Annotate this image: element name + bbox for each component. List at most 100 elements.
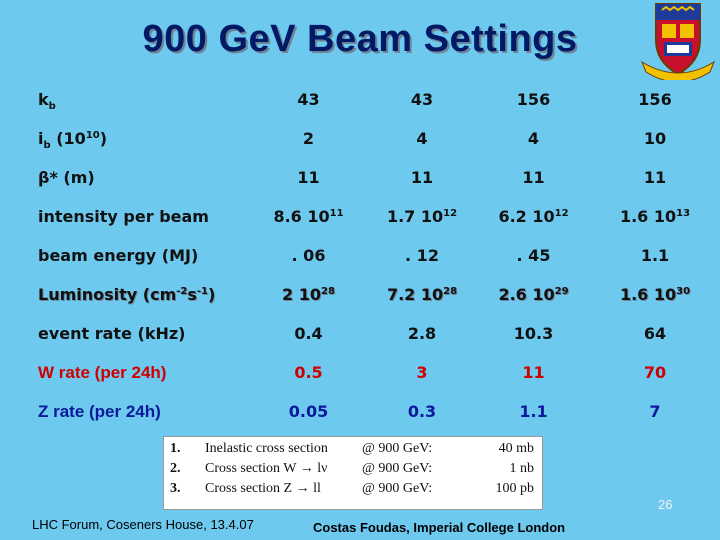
energy-label: @ 900 GeV:	[362, 441, 433, 456]
table-cell: 1.1	[640, 246, 670, 265]
cross-section-row: 2. Cross section W → lν @ 900 GeV: 1 nb	[164, 461, 542, 479]
table-cell: 1.1	[519, 402, 548, 421]
table-cell: 11	[522, 168, 545, 187]
cross-section-row: 3. Cross section Z → ll @ 900 GeV: 100 pb	[164, 481, 542, 499]
table-cell: 0.5	[294, 363, 323, 382]
row-label: intensity per beam	[0, 197, 250, 236]
row-label: Luminosity (cm-2s-1)	[0, 275, 250, 314]
page-number: 26	[658, 497, 673, 512]
row-label: W rate (per 24h)	[0, 353, 250, 392]
table-cell: 0.4	[294, 324, 323, 343]
table-cell: . 45	[516, 246, 551, 265]
process-name: Cross section W → lν	[205, 461, 328, 476]
label-part: W rate (per 24h)	[38, 362, 167, 382]
table-cell: 0.05	[288, 402, 329, 421]
label-part: k	[38, 90, 49, 109]
row-label: beam energy (MJ)	[0, 236, 250, 275]
cell-exponent: 30	[676, 286, 691, 297]
table-cell: 1.7 1012	[367, 197, 477, 236]
footer-event: LHC Forum, Coseners House, 13.4.07	[32, 517, 254, 532]
table-cell: 8.6 1011	[250, 197, 367, 236]
table-cell: 3	[416, 363, 428, 382]
table-cell: 11	[643, 168, 667, 187]
process-name: Cross section Z → ll	[205, 481, 321, 496]
cell-exponent: 11	[329, 208, 344, 219]
cell-mantissa: 7.2 10	[386, 285, 444, 304]
table-cell: . 06	[291, 246, 326, 265]
label-part: -2	[176, 286, 188, 297]
table-row: Luminosity (cm-2s-1) 2 1028 7.2 1028 2.6 10…	[0, 275, 720, 314]
label-part: β* (m)	[38, 168, 95, 187]
cell-exponent: 29	[554, 286, 569, 297]
cell-exponent: 28	[443, 286, 458, 297]
table-cell: 1.6 1013	[590, 197, 720, 236]
cross-section-box: 1. Inelastic cross section @ 900 GeV: 40 mb…	[163, 436, 543, 510]
row-label: ib (1010)	[0, 119, 250, 158]
table-cell: 7.2 1028	[367, 275, 477, 314]
energy-label: @ 900 GeV:	[362, 461, 433, 476]
cell-exponent: 28	[321, 286, 335, 297]
item-number: 3.	[170, 481, 181, 496]
label-part: beam energy (MJ)	[38, 246, 199, 265]
cross-section-value: 40 mb	[498, 441, 534, 456]
table-row: event rate (kHz) 0.4 2.8 10.3 64	[0, 314, 720, 353]
cross-section-value: 100 pb	[495, 481, 535, 496]
label-part: Z rate (per 24h)	[38, 401, 161, 421]
cell-mantissa: 1.7 10	[386, 207, 444, 226]
beam-settings-table: kb 43 43 156 156 ib (1010) 2 4 4 10 β* (m) 11 11 11 11…	[0, 80, 720, 431]
label-part: event rate (kHz)	[38, 324, 186, 343]
table-cell: 6.2 1012	[477, 197, 590, 236]
table-cell: 70	[643, 363, 667, 382]
table-cell: 2.8	[407, 324, 437, 343]
label-part: )	[99, 129, 108, 148]
row-label: event rate (kHz)	[0, 314, 250, 353]
table-cell: 4	[527, 129, 540, 148]
item-number: 2.	[170, 461, 181, 476]
table-row: β* (m) 11 11 11 11	[0, 158, 720, 197]
cell-mantissa: 1.6 10	[619, 207, 677, 226]
energy-label: @ 900 GeV:	[362, 481, 433, 496]
label-part: b	[43, 140, 51, 151]
label-part: (10	[50, 129, 86, 148]
table-cell: . 12	[405, 246, 439, 265]
table-cell: 156	[516, 90, 551, 109]
label-part: i	[38, 129, 44, 148]
cell-mantissa: 2.6 10	[498, 285, 555, 304]
table-cell: 2	[302, 129, 315, 148]
table-cell: 1.6 1030	[590, 275, 720, 314]
cell-exponent: 12	[554, 208, 569, 219]
cell-mantissa: 1.6 10	[619, 285, 677, 304]
table-row: W rate (per 24h) 0.5 3 11 70	[0, 353, 720, 392]
cell-mantissa: 2 10	[282, 285, 322, 304]
row-label: Z rate (per 24h)	[0, 392, 250, 431]
table-cell: 11	[297, 168, 320, 187]
table-cell: 4	[416, 129, 428, 148]
cell-mantissa: 8.6 10	[273, 207, 330, 226]
cross-section-value: 1 nb	[509, 461, 535, 476]
label-part: -1	[196, 286, 208, 297]
item-number: 1.	[170, 441, 181, 456]
table-cell: 10	[643, 129, 667, 148]
table-cell: 64	[643, 324, 667, 343]
table-cell: 156	[638, 90, 672, 109]
label-part: s	[187, 285, 197, 304]
table-row: ib (1010) 2 4 4 10	[0, 119, 720, 158]
table-cell: 11	[522, 363, 545, 382]
table-row: kb 43 43 156 156	[0, 80, 720, 119]
table-cell: 10.3	[513, 324, 554, 343]
row-label: kb	[0, 80, 250, 119]
cross-section-row: 1. Inelastic cross section @ 900 GeV: 40 mb	[164, 441, 542, 459]
table-cell: 43	[297, 90, 320, 109]
table-cell: 7	[649, 402, 661, 421]
process-name: Inelastic cross section	[205, 441, 328, 456]
table-cell: 43	[410, 90, 434, 109]
table-cell: 2 1028	[250, 275, 367, 314]
cell-exponent: 13	[676, 208, 691, 219]
table-row: intensity per beam 8.6 1011 1.7 1012 6.2 10…	[0, 197, 720, 236]
label-part: )	[208, 285, 216, 304]
cell-mantissa: 6.2 10	[498, 207, 555, 226]
table-row: Z rate (per 24h) 0.05 0.3 1.1 7	[0, 392, 720, 431]
label-part: intensity per beam	[38, 207, 209, 226]
table-row: beam energy (MJ) . 06 . 12 . 45 1.1	[0, 236, 720, 275]
table-cell: 0.3	[407, 402, 437, 421]
